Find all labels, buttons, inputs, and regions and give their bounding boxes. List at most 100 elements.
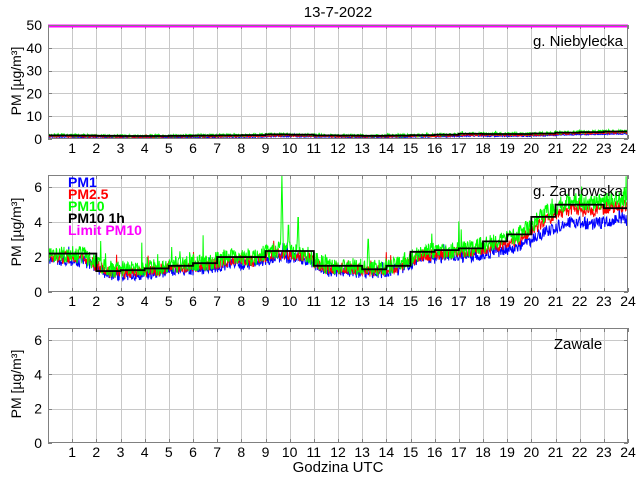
x-tick-label: 1 — [68, 293, 76, 309]
y-axis-label-panel-1: PM [µg/m³] — [8, 46, 24, 116]
station-label-zarnowska: g. Zarnowska — [532, 183, 624, 200]
x-tick-label: 9 — [262, 293, 270, 309]
x-tick-label: 22 — [572, 293, 588, 309]
y-tick-label: 0 — [34, 131, 42, 147]
station-label-niebylecka: g. Niebylecka — [532, 33, 624, 50]
y-tick-label: 6 — [34, 179, 42, 195]
x-tick-label: 13 — [354, 140, 370, 156]
y-tick-label: 6 — [34, 332, 42, 348]
x-tick-label: 12 — [330, 444, 346, 460]
x-tick-label: 15 — [403, 444, 419, 460]
x-tick-label: 22 — [572, 140, 588, 156]
x-tick-label: 23 — [596, 444, 612, 460]
x-tick-label: 10 — [282, 444, 298, 460]
x-tick-label: 24 — [620, 293, 636, 309]
x-tick-label: 6 — [189, 444, 197, 460]
x-tick-label: 5 — [165, 293, 173, 309]
x-tick-label: 4 — [141, 293, 149, 309]
x-tick-label: 17 — [451, 444, 467, 460]
x-tick-label: 12 — [330, 293, 346, 309]
legend-entry-limit: Limit PM10 — [68, 222, 142, 238]
y-tick-label: 2 — [34, 249, 42, 265]
x-tick-label: 23 — [596, 140, 612, 156]
x-tick-label: 21 — [548, 293, 564, 309]
x-tick-label: 2 — [92, 293, 100, 309]
x-tick-label: 16 — [427, 444, 443, 460]
x-tick-label: 18 — [475, 293, 491, 309]
y-axis-label-panel-2: PM [µg/m³] — [8, 197, 24, 267]
panel-frame — [48, 328, 628, 443]
y-tick-label: 50 — [26, 17, 42, 33]
x-tick-label: 18 — [475, 444, 491, 460]
x-tick-label: 20 — [524, 293, 540, 309]
x-tick-label: 1 — [68, 140, 76, 156]
x-tick-label: 11 — [307, 293, 322, 309]
x-tick-label: 7 — [213, 293, 221, 309]
x-tick-label: 21 — [548, 444, 564, 460]
x-tick-label: 13 — [354, 444, 370, 460]
legend-entry-pm25: PM2.5 — [68, 186, 109, 202]
x-tick-label: 8 — [237, 444, 245, 460]
x-tick-label: 2 — [92, 444, 100, 460]
x-tick-label: 11 — [307, 140, 322, 156]
x-tick-label: 12 — [330, 140, 346, 156]
y-tick-label: 10 — [26, 108, 42, 124]
x-tick-label: 14 — [379, 140, 395, 156]
y-tick-label: 4 — [34, 366, 42, 382]
x-tick-label: 3 — [117, 293, 125, 309]
chart-title: 13-7-2022 — [303, 4, 373, 21]
x-tick-label: 14 — [379, 444, 395, 460]
y-tick-label: 0 — [34, 284, 42, 300]
x-tick-label: 18 — [475, 140, 491, 156]
x-tick-label: 5 — [165, 444, 173, 460]
x-tick-label: 5 — [165, 140, 173, 156]
y-tick-label: 30 — [26, 63, 42, 79]
x-tick-label: 6 — [189, 140, 197, 156]
x-tick-label: 10 — [282, 293, 298, 309]
x-tick-label: 19 — [499, 293, 515, 309]
x-tick-label: 17 — [451, 293, 467, 309]
legend-entry-pm10-1h: PM10 1h — [68, 210, 125, 226]
x-axis-label: Godzina UTC — [292, 459, 384, 476]
x-tick-label: 16 — [427, 140, 443, 156]
x-tick-label: 21 — [548, 140, 564, 156]
x-tick-label: 22 — [572, 444, 588, 460]
x-tick-label: 24 — [620, 444, 636, 460]
legend-entry-pm10: PM10 — [68, 198, 105, 214]
y-axis-label-panel-3: PM [µg/m³] — [8, 349, 24, 419]
x-tick-label: 10 — [282, 140, 298, 156]
x-tick-label: 4 — [141, 140, 149, 156]
x-tick-label: 7 — [213, 444, 221, 460]
x-tick-label: 7 — [213, 140, 221, 156]
x-tick-label: 14 — [379, 293, 395, 309]
panel-frame — [48, 25, 628, 139]
y-tick-label: 20 — [26, 85, 42, 101]
x-tick-label: 20 — [524, 444, 540, 460]
x-tick-label: 11 — [307, 444, 322, 460]
x-tick-label: 16 — [427, 293, 443, 309]
legend: PM1 PM2.5 PM10 PM10 1h Limit PM10 — [68, 174, 142, 238]
y-tick-label: 0 — [34, 435, 42, 451]
x-tick-label: 15 — [403, 140, 419, 156]
x-tick-label: 3 — [117, 140, 125, 156]
x-tick-label: 13 — [354, 293, 370, 309]
x-tick-label: 17 — [451, 140, 467, 156]
y-tick-label: 4 — [34, 214, 42, 230]
x-tick-label: 24 — [620, 140, 636, 156]
panel-frame — [48, 175, 628, 292]
x-tick-label: 23 — [596, 293, 612, 309]
x-tick-label: 9 — [262, 140, 270, 156]
x-tick-label: 15 — [403, 293, 419, 309]
series-pm10-1h — [48, 130, 628, 137]
station-label-zawale: Zawale — [553, 336, 603, 353]
x-tick-label: 19 — [499, 444, 515, 460]
x-tick-label: 2 — [92, 140, 100, 156]
x-tick-label: 6 — [189, 293, 197, 309]
x-tick-label: 4 — [141, 444, 149, 460]
legend-entry-pm1: PM1 — [68, 174, 97, 190]
y-tick-label: 40 — [26, 40, 42, 56]
x-tick-label: 19 — [499, 140, 515, 156]
x-tick-label: 20 — [524, 140, 540, 156]
y-tick-label: 2 — [34, 401, 42, 417]
